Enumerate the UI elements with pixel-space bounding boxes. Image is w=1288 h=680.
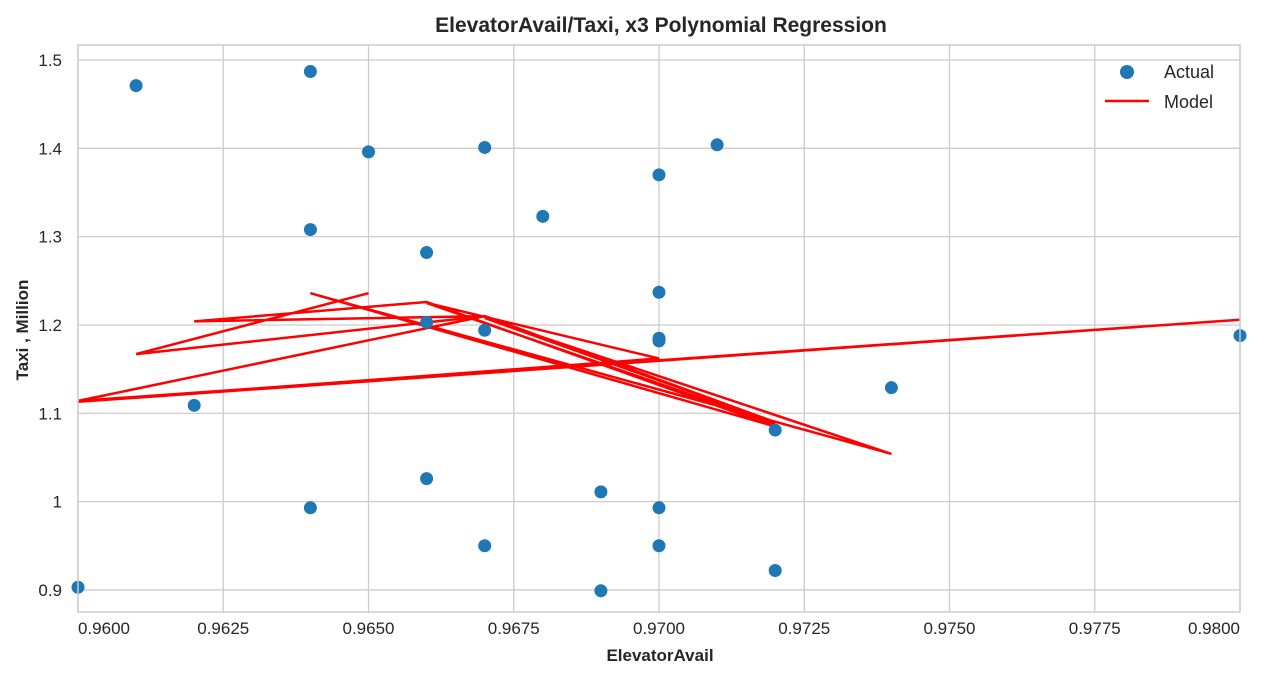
actual-point-series <box>71 64 1247 598</box>
actual-data-point <box>420 315 434 329</box>
actual-data-point <box>478 539 492 553</box>
actual-data-point <box>362 145 375 159</box>
actual-data-point <box>884 381 898 395</box>
plot-frame <box>77 44 1241 613</box>
x-tick-label: 0.9675 <box>488 619 540 638</box>
actual-data-point <box>710 138 724 152</box>
y-tick-label: 0.9 <box>38 581 62 600</box>
actual-data-point <box>478 140 492 154</box>
actual-data-point <box>652 168 666 182</box>
x-tick-label: 0.9800 <box>1188 619 1240 638</box>
y-tick-label: 1.4 <box>38 139 62 158</box>
actual-data-point <box>187 398 201 412</box>
legend: Actual Model <box>1105 62 1214 112</box>
model-line <box>77 291 1241 456</box>
y-tick-label: 1.1 <box>38 404 62 423</box>
actual-data-point <box>420 472 434 486</box>
actual-data-point <box>652 501 666 515</box>
actual-data-point <box>129 79 143 93</box>
grid-lines <box>77 45 1241 612</box>
x-tick-label: 0.9600 <box>78 619 130 638</box>
legend-actual-marker <box>1120 65 1134 79</box>
x-axis-label: ElevatorAvail <box>606 646 713 665</box>
actual-data-point <box>536 209 550 223</box>
model-line-series <box>77 291 1241 456</box>
x-tick-label: 0.9750 <box>924 619 976 638</box>
y-tick-label: 1.3 <box>38 228 62 247</box>
actual-data-point <box>768 423 782 437</box>
actual-data-point <box>594 584 608 598</box>
chart-title: ElevatorAvail/Taxi, x3 Polynomial Regres… <box>435 14 887 37</box>
x-tick-label: 0.9775 <box>1069 619 1121 638</box>
actual-data-point <box>652 539 666 553</box>
y-axis-label: Taxi , Million <box>13 280 32 381</box>
x-tick-label: 0.9625 <box>197 619 249 638</box>
actual-data-point <box>303 223 317 237</box>
legend-model-label: Model <box>1164 92 1213 112</box>
y-tick-label: 1 <box>53 493 62 512</box>
y-tick-label: 1.2 <box>38 316 62 335</box>
actual-data-point <box>652 334 666 348</box>
actual-data-point <box>478 323 492 337</box>
x-tick-label: 0.9650 <box>343 619 395 638</box>
actual-data-point <box>303 501 317 515</box>
actual-data-point <box>303 64 317 78</box>
y-tick-labels: 0.9 1 1.1 1.2 1.3 1.4 1.5 <box>38 51 62 600</box>
y-tick-label: 1.5 <box>38 51 62 70</box>
actual-data-point <box>768 563 782 577</box>
legend-actual-label: Actual <box>1164 62 1214 82</box>
actual-data-point <box>420 246 434 260</box>
x-tick-label: 0.9700 <box>633 619 685 638</box>
x-tick-label: 0.9725 <box>778 619 830 638</box>
actual-data-point <box>652 285 666 299</box>
x-tick-labels: 0.9600 0.9625 0.9650 0.9675 0.9700 0.9725 0.97… <box>78 619 1240 638</box>
actual-data-point <box>594 485 608 499</box>
